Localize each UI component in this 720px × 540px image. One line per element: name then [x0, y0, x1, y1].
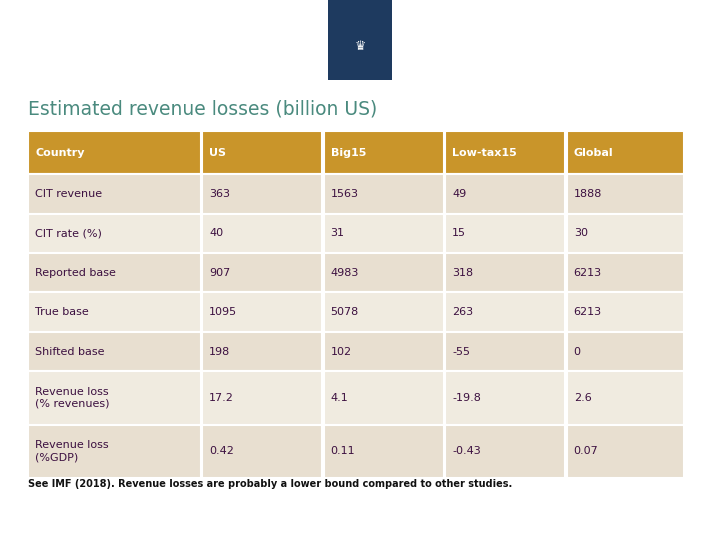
Text: -55: -55	[452, 347, 470, 356]
Bar	[567, 424, 683, 478]
Bar	[567, 174, 683, 214]
Text: Reported base: Reported base	[35, 268, 116, 278]
Text: 19 December 2018: 19 December 2018	[633, 526, 706, 535]
Text: -0.43: -0.43	[452, 446, 481, 456]
Text: 30: 30	[574, 228, 588, 238]
Text: CIT revenue: CIT revenue	[35, 189, 102, 199]
Text: 1888: 1888	[574, 189, 602, 199]
Text: Revenue loss
(% revenues): Revenue loss (% revenues)	[35, 387, 109, 409]
Text: 0: 0	[574, 347, 581, 356]
Text: 4983: 4983	[330, 268, 359, 278]
Bar	[567, 131, 683, 174]
Bar	[28, 293, 201, 332]
Text: Estimated revenue losses (billion US): Estimated revenue losses (billion US)	[28, 100, 377, 119]
Bar	[202, 332, 322, 372]
Bar	[445, 424, 565, 478]
Text: 363: 363	[209, 189, 230, 199]
Bar	[324, 174, 444, 214]
Text: 5078: 5078	[330, 307, 359, 317]
Bar	[324, 424, 444, 478]
Bar	[567, 332, 683, 372]
Bar	[28, 131, 201, 174]
Text: Country: Country	[35, 147, 84, 158]
Text: 15: 15	[452, 228, 466, 238]
Text: 2.6: 2.6	[574, 393, 592, 403]
Text: 31: 31	[330, 228, 345, 238]
Text: 49: 49	[452, 189, 467, 199]
Text: ♛: ♛	[354, 40, 366, 53]
Text: 1095: 1095	[209, 307, 237, 317]
Text: 17.2: 17.2	[209, 393, 234, 403]
Text: 6213: 6213	[574, 268, 602, 278]
Text: 102: 102	[330, 347, 352, 356]
Text: 6213: 6213	[574, 307, 602, 317]
Text: Big15: Big15	[330, 147, 366, 158]
Bar	[567, 214, 683, 253]
Bar	[28, 253, 201, 293]
Text: 11: 11	[14, 526, 24, 535]
Text: -19.8: -19.8	[452, 393, 481, 403]
Bar	[28, 332, 201, 372]
Text: Low-tax15: Low-tax15	[452, 147, 517, 158]
Bar	[445, 332, 565, 372]
Text: 0.42: 0.42	[209, 446, 234, 456]
Text: True base: True base	[35, 307, 89, 317]
Text: Global: Global	[574, 147, 613, 158]
Text: 40: 40	[209, 228, 223, 238]
Text: 0.11: 0.11	[330, 446, 355, 456]
Bar	[202, 214, 322, 253]
Text: 318: 318	[452, 268, 473, 278]
Bar	[328, 0, 392, 80]
Bar	[445, 293, 565, 332]
Bar	[567, 253, 683, 293]
Bar	[324, 253, 444, 293]
Text: Shifted base: Shifted base	[35, 347, 104, 356]
Bar	[202, 424, 322, 478]
Text: CPB Netherlands Bureau for Economic Policy Analysis: CPB Netherlands Bureau for Economic Poli…	[14, 504, 220, 512]
Text: See IMF (2018). Revenue losses are probably a lower bound compared to other stud: See IMF (2018). Revenue losses are proba…	[28, 479, 512, 489]
Bar	[567, 372, 683, 424]
Bar	[28, 372, 201, 424]
Bar	[445, 253, 565, 293]
Bar	[28, 174, 201, 214]
Text: 907: 907	[209, 268, 230, 278]
Bar	[202, 253, 322, 293]
Text: CIT rate (%): CIT rate (%)	[35, 228, 102, 238]
Bar	[445, 174, 565, 214]
Text: Revenue loss
(%GDP): Revenue loss (%GDP)	[35, 440, 109, 462]
Bar	[324, 372, 444, 424]
Bar	[28, 424, 201, 478]
Bar	[567, 293, 683, 332]
Text: 198: 198	[209, 347, 230, 356]
Bar	[445, 214, 565, 253]
Text: 1563: 1563	[330, 189, 359, 199]
Bar	[324, 131, 444, 174]
Bar	[324, 214, 444, 253]
Text: 263: 263	[452, 307, 473, 317]
Text: 0.07: 0.07	[574, 446, 598, 456]
Text: US: US	[209, 147, 226, 158]
Bar	[445, 131, 565, 174]
Text: Fairness of the CIT: Fairness of the CIT	[338, 504, 409, 512]
Bar	[324, 293, 444, 332]
Bar	[202, 131, 322, 174]
Bar	[28, 214, 201, 253]
Bar	[324, 332, 444, 372]
Bar	[445, 372, 565, 424]
Text: 4.1: 4.1	[330, 393, 348, 403]
Bar	[202, 372, 322, 424]
Bar	[202, 174, 322, 214]
Bar	[202, 293, 322, 332]
